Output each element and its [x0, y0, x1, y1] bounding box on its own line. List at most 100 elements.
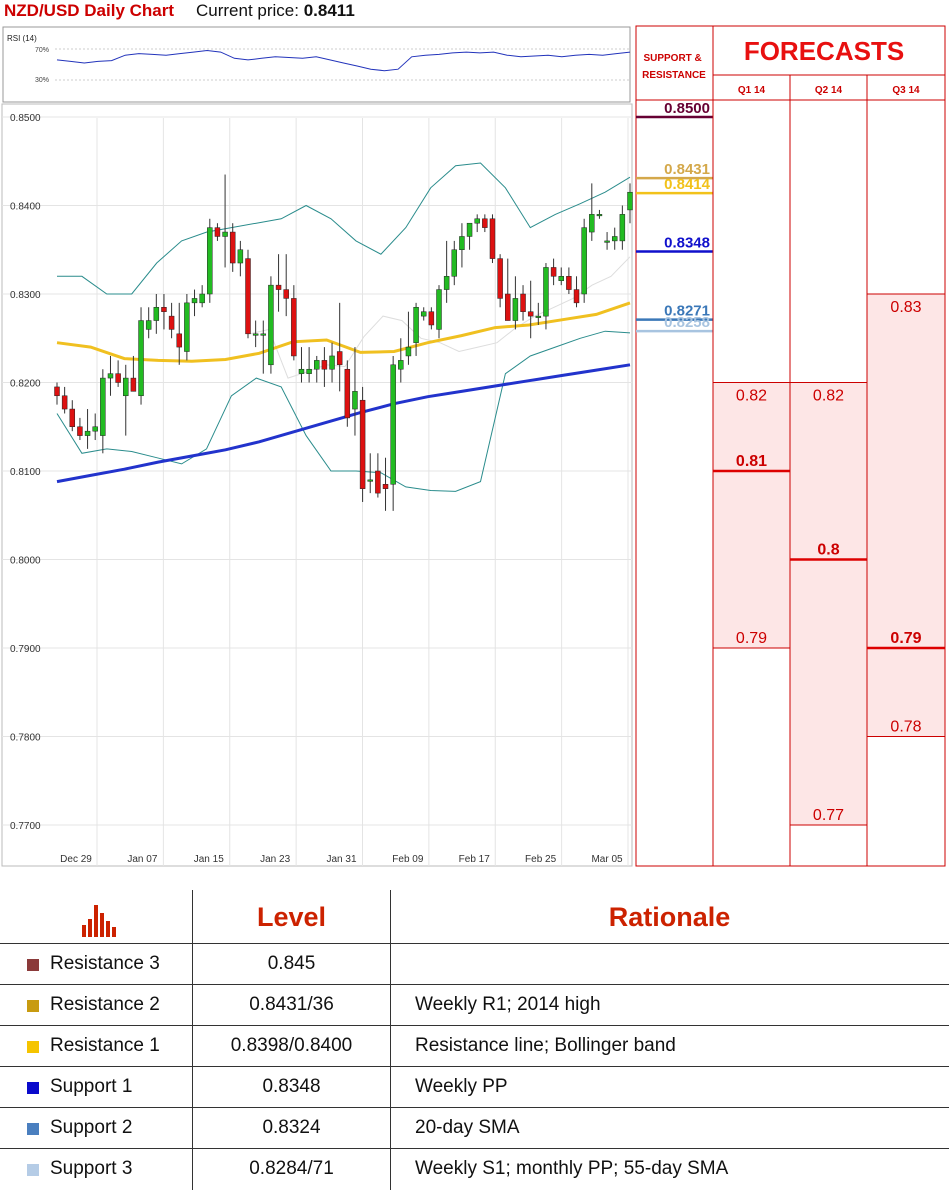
candle: [466, 222, 473, 250]
candle: [138, 307, 144, 405]
quarter-label: Q2 14: [815, 85, 843, 96]
y-tick-label: 0.8400: [10, 202, 41, 213]
x-tick-label: Jan 23: [260, 854, 290, 865]
candle: [130, 355, 137, 392]
row-label: Support 1: [50, 1076, 133, 1097]
forecast-range-box: [866, 293, 946, 737]
candle: [405, 311, 412, 365]
candle-body: [268, 284, 274, 366]
rsi-label: RSI (14): [7, 34, 37, 43]
forecast-low-label: 0.79: [736, 630, 767, 647]
candle-body: [199, 293, 205, 304]
candle: [199, 285, 205, 308]
x-axis-labels: Dec 29 Jan 07 Jan 15 Jan 23 Jan 31 Feb 09 Feb …: [60, 854, 623, 865]
candle-body: [176, 333, 182, 348]
candle-body: [207, 227, 213, 295]
candle-body: [298, 368, 305, 374]
table-row: Resistance 1 0.8398/0.8400 Resistance li…: [0, 1025, 949, 1066]
candle: [161, 294, 167, 330]
candles: [54, 174, 633, 511]
candle: [520, 285, 526, 321]
sr-level-label: 0.8348: [664, 235, 710, 252]
candle-body: [92, 426, 98, 432]
candle: [497, 254, 503, 308]
color-swatch: [27, 1082, 39, 1094]
candle-body: [229, 231, 236, 264]
row-rationale: Weekly PP: [415, 1076, 508, 1097]
candle: [176, 302, 182, 365]
candle: [184, 294, 190, 361]
forecast-high-label: 0.82: [736, 388, 767, 405]
candle: [611, 227, 618, 250]
candle-body: [589, 214, 595, 233]
candle-body: [604, 240, 610, 243]
forecast-quarters: Q1 14 0.82 0.81 0.79 Q2 14 0.82 0.8 0.77 Q3 14 0.…: [712, 75, 946, 866]
table-row: Resistance 3 0.845: [0, 943, 949, 984]
row-level: 0.8348: [262, 1076, 321, 1097]
candle: [566, 267, 572, 294]
row-level: 0.8398/0.8400: [230, 1035, 353, 1056]
candle-body: [482, 218, 488, 228]
forecast-quarter: Q1 14 0.82 0.81 0.79: [712, 75, 791, 866]
candle-body: [558, 276, 564, 281]
candle: [512, 276, 519, 330]
candle-body: [581, 227, 587, 295]
candle-body: [398, 360, 404, 370]
candle: [352, 347, 358, 436]
forecast-mid-label: 0.8: [817, 542, 839, 559]
candle-body: [214, 227, 221, 237]
candle-body: [77, 426, 83, 436]
candle: [168, 302, 175, 339]
column-divider: [192, 890, 193, 1190]
candle-body: [566, 276, 572, 290]
candle: [359, 386, 366, 502]
candle-body: [459, 236, 465, 251]
candle-body: [329, 355, 335, 370]
rsi-line: [56, 49, 631, 72]
candle-body: [184, 302, 190, 352]
candle: [84, 409, 91, 449]
candle: [459, 223, 465, 268]
candle: [77, 417, 83, 441]
candle-body: [314, 360, 320, 370]
candle: [451, 240, 458, 286]
x-tick-label: Mar 05: [591, 854, 623, 865]
candle: [336, 302, 343, 392]
candle: [222, 174, 228, 268]
candle: [558, 267, 564, 286]
candle: [527, 280, 534, 339]
candle: [321, 347, 328, 387]
candle-body: [413, 307, 419, 343]
forecast-mid-label: 0.79: [890, 630, 921, 647]
forecast-low-label: 0.78: [890, 719, 921, 736]
bar-chart-icon: [82, 905, 116, 937]
sma200-line: [56, 363, 631, 484]
y-tick-label: 0.8300: [10, 290, 41, 301]
candle-body: [123, 377, 129, 397]
candle: [207, 218, 213, 303]
x-tick-label: Feb 25: [525, 854, 557, 865]
bollinger-mid-line: [249, 256, 631, 379]
table-row: Support 2 0.8324 20-day SMA: [0, 1107, 949, 1148]
sr-level-label: 0.8271: [664, 303, 710, 320]
y-tick-label: 0.7800: [10, 733, 41, 744]
forecast-range-box: [712, 382, 791, 649]
y-tick-label: 0.8200: [10, 379, 41, 390]
rsi-lower-label: 30%: [35, 77, 49, 84]
candle: [191, 289, 198, 317]
candle: [229, 223, 236, 272]
candle-body: [420, 311, 427, 317]
y-tick-label: 0.7700: [10, 821, 41, 832]
row-rationale: Resistance line; Bollinger band: [415, 1035, 676, 1056]
x-tick-label: Jan 15: [194, 854, 224, 865]
candle: [604, 232, 610, 250]
candle-body: [436, 289, 442, 330]
candle: [145, 307, 152, 339]
candle-body: [321, 360, 328, 370]
candle: [153, 294, 160, 334]
candle-body: [543, 267, 549, 317]
candle-body: [451, 249, 458, 277]
candle-body: [61, 395, 68, 410]
row-label: Resistance 3: [50, 953, 160, 974]
